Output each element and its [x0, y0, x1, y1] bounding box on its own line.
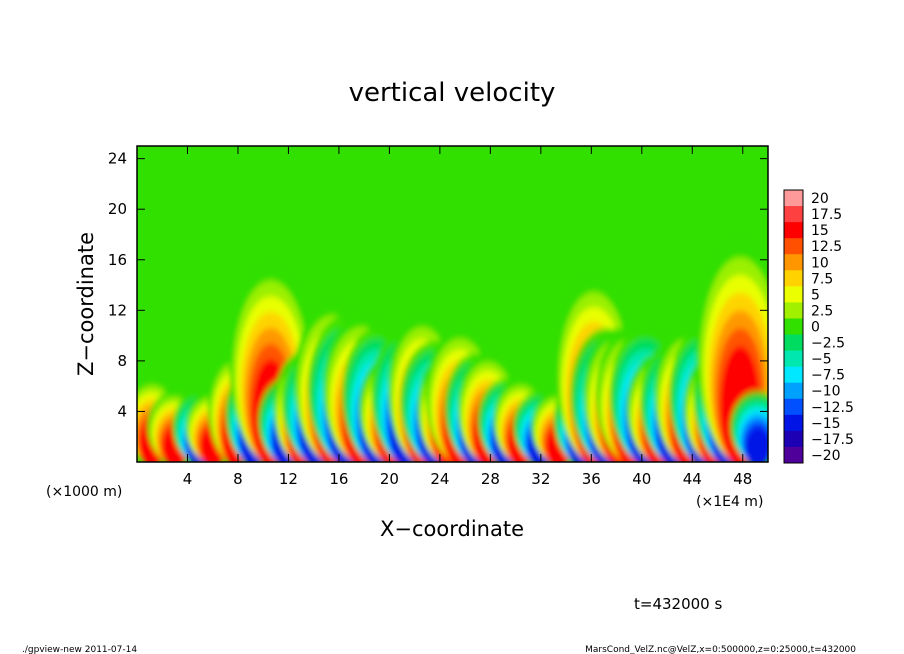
x-axis-label: X−coordinate — [380, 517, 524, 541]
y-tick-label: 4 — [117, 402, 127, 420]
x-tick-label: 32 — [531, 470, 550, 488]
x-tick-label: 44 — [683, 470, 702, 488]
colorbar-label: 5 — [811, 287, 820, 303]
colorbar-swatch — [784, 254, 803, 271]
y-tick-label: 16 — [108, 251, 127, 269]
colorbar-swatch — [784, 430, 803, 448]
colorbar-label: 2.5 — [811, 303, 833, 319]
y-tick-label: 12 — [108, 301, 127, 319]
chart-title: vertical velocity — [349, 78, 556, 108]
x-tick-label: 40 — [632, 470, 651, 488]
colorbar-swatch — [784, 190, 803, 207]
x-tick-label: 4 — [183, 470, 193, 488]
x-unit-right: (×1E4 m) — [696, 494, 763, 510]
colorbar-swatch — [784, 318, 803, 336]
downdraft-cell — [745, 426, 768, 462]
y-tick-label: 20 — [108, 200, 127, 218]
colorbar-swatch — [784, 350, 803, 368]
colorbar-label: −5 — [811, 352, 832, 368]
time-label: t=432000 s — [634, 595, 722, 613]
colorbar-label: 20 — [811, 191, 829, 207]
x-tick-label: 36 — [582, 470, 601, 488]
footer-right: MarsCond_VelZ.nc@VelZ,x=0:500000,z=0:250… — [585, 645, 856, 654]
colorbar-label: −12.5 — [811, 400, 854, 416]
colorbar-label: −10 — [811, 384, 841, 400]
x-tick-label: 12 — [279, 470, 298, 488]
x-tick-label: 28 — [481, 470, 500, 488]
colorbar-frame — [783, 189, 804, 464]
x-tick-label: 16 — [329, 470, 348, 488]
y-tick-label: 8 — [117, 352, 127, 370]
plot-frame — [136, 145, 769, 463]
colorbar-label: −7.5 — [811, 368, 845, 384]
colorbar-swatch — [784, 398, 803, 416]
colorbar-swatch — [784, 414, 803, 432]
colorbar-label: −15 — [811, 416, 841, 432]
x-tick-label: 48 — [733, 470, 752, 488]
colorbar-label: −2.5 — [811, 336, 845, 352]
y-axis: 4 8 12 16 20 24 — [108, 150, 768, 420]
y-axis-label: Z−coordinate — [74, 232, 98, 376]
colorbar-swatch — [784, 286, 803, 303]
colorbar-swatch — [784, 302, 803, 319]
colorbar-label: 15 — [811, 223, 829, 239]
colorbar-swatch — [784, 382, 803, 400]
heatmap-cells — [137, 239, 768, 462]
colorbar-swatch — [784, 366, 803, 384]
x-axis: 4 8 12 16 20 24 28 32 36 40 44 48 — [183, 146, 752, 488]
colorbar-swatch — [784, 446, 803, 464]
x-unit-left: (×1000 m) — [46, 484, 122, 500]
colorbar: 2017.51512.5107.552.50−2.5−5−7.5−10−12.5… — [783, 189, 854, 464]
x-tick-label: 8 — [233, 470, 243, 488]
footer-left: ./gpview-new 2011-07-14 — [22, 645, 137, 654]
colorbar-swatch — [784, 334, 803, 352]
x-tick-label: 20 — [380, 470, 399, 488]
colorbar-swatch — [784, 206, 803, 223]
colorbar-swatch — [784, 238, 803, 255]
colorbar-label: −20 — [811, 448, 841, 464]
colorbar-label: 17.5 — [811, 207, 842, 223]
y-tick-label: 24 — [108, 150, 127, 168]
colorbar-swatch — [784, 222, 803, 239]
colorbar-label: 0 — [811, 320, 820, 336]
colorbar-label: −17.5 — [811, 432, 854, 448]
colorbar-swatch — [784, 270, 803, 287]
x-tick-label: 24 — [430, 470, 449, 488]
colorbar-label: 10 — [811, 255, 829, 271]
colorbar-label: 7.5 — [811, 271, 833, 287]
colorbar-label: 12.5 — [811, 239, 842, 255]
